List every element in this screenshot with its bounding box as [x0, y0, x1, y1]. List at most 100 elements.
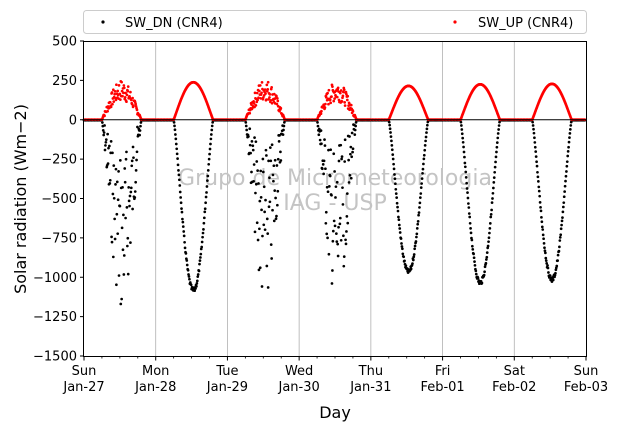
- sw-dn-point: [111, 151, 114, 155]
- sw-dn-point: [209, 133, 213, 136]
- sw-dn-point: [353, 128, 357, 132]
- sw-dn-point: [173, 124, 176, 128]
- gridlines: [155, 41, 515, 356]
- sw-dn-point: [464, 170, 468, 174]
- x-tick-date: Feb-03: [564, 380, 608, 395]
- sw-dn-point: [174, 142, 178, 146]
- sw-dn-point: [541, 228, 545, 231]
- sw-dn-point: [554, 271, 557, 275]
- sw-dn-point: [129, 186, 133, 190]
- sw-dn-point: [111, 192, 115, 196]
- sw-dn-point: [185, 259, 189, 262]
- sw-dn-point: [261, 170, 265, 174]
- sw-dn-point: [207, 157, 211, 161]
- sw-up-point: [134, 102, 138, 106]
- sw-dn-point: [331, 269, 334, 272]
- sw-up-point: [122, 91, 125, 95]
- sw-dn-point: [392, 162, 395, 166]
- sw-dn-point: [276, 203, 279, 207]
- sw-dn-point: [347, 158, 350, 162]
- sw-dn-point: [562, 195, 566, 199]
- sw-dn-point: [247, 135, 250, 138]
- sw-dn-point: [183, 246, 187, 250]
- sw-dn-point: [387, 120, 391, 124]
- sw-dn-point: [101, 121, 104, 124]
- sw-dn-point: [399, 237, 403, 240]
- watermark: Grupo de Micrometeorologia IAG - USP: [178, 166, 492, 216]
- sw-dn-point: [339, 143, 343, 147]
- sw-dn-point: [426, 120, 430, 124]
- sw-dn-point: [459, 120, 463, 124]
- sw-dn-point: [248, 143, 252, 147]
- sw-dn-point: [204, 195, 208, 199]
- sw-dn-point: [391, 153, 395, 156]
- sw-dn-point: [266, 286, 270, 289]
- sw-dn-point: [335, 232, 338, 235]
- sw-dn-point: [420, 182, 423, 185]
- sw-up-point: [125, 93, 129, 97]
- sw-dn-point: [472, 252, 475, 256]
- sw-up-point: [131, 96, 134, 100]
- sw-dn-point: [465, 187, 469, 190]
- legend-marker-sw-dn: [101, 20, 105, 24]
- sw-dn-point: [263, 210, 266, 214]
- sw-up-point: [266, 88, 270, 91]
- sw-dn-point: [209, 142, 212, 146]
- sw-dn-point: [207, 162, 211, 166]
- sw-up-point: [329, 101, 333, 105]
- sw-dn-point: [332, 152, 336, 156]
- sw-up-point: [275, 94, 278, 98]
- sw-dn-point: [103, 148, 107, 152]
- sw-up-point: [328, 98, 332, 102]
- sw-up-point: [260, 91, 263, 95]
- sw-up-point: [112, 100, 116, 104]
- sw-dn-point: [138, 133, 141, 137]
- x-tick-day: Sun: [72, 364, 97, 379]
- sw-dn-point: [391, 157, 395, 161]
- sw-dn-point: [333, 170, 336, 173]
- sw-dn-point: [316, 121, 319, 124]
- sw-dn-point: [540, 215, 543, 219]
- sw-dn-point: [262, 223, 266, 227]
- sw-dn-point: [139, 124, 142, 128]
- sw-dn-point: [484, 261, 488, 265]
- sw-dn-point: [483, 265, 487, 269]
- sw-dn-point: [319, 129, 323, 132]
- sw-dn-point: [268, 176, 271, 180]
- sw-dn-point: [135, 150, 139, 154]
- sw-dn-point: [389, 131, 392, 134]
- x-tick-day: Sat: [504, 364, 525, 379]
- y-axis-label: Solar radiation (Wm−2): [11, 104, 30, 294]
- sw-dn-point: [128, 204, 131, 208]
- sw-dn-point: [112, 164, 116, 167]
- sw-dn-point: [208, 152, 211, 156]
- sw-dn-point: [536, 170, 539, 174]
- sw-dn-point: [497, 128, 500, 131]
- sw-dn-point: [257, 268, 261, 272]
- x-tick-date: Jan-31: [349, 380, 391, 395]
- sw-dn-point: [532, 127, 535, 131]
- sw-up-point: [111, 102, 114, 106]
- sw-up-point: [122, 84, 126, 87]
- sw-dn-point: [173, 128, 177, 132]
- sw-up-point: [268, 93, 272, 96]
- sw-dn-point: [180, 210, 184, 214]
- sw-up-point: [106, 109, 109, 113]
- sw-dn-point: [540, 220, 544, 224]
- sw-dn-point: [275, 214, 278, 218]
- sw-dn-point: [465, 181, 468, 185]
- sw-dn-point: [282, 124, 286, 128]
- x-tick-date: Jan-29: [206, 380, 248, 395]
- sw-dn-point: [133, 196, 137, 199]
- sw-dn-point: [486, 244, 490, 248]
- sw-dn-point: [318, 138, 322, 142]
- sw-up-point: [256, 98, 259, 102]
- sw-dn-point: [114, 167, 118, 171]
- sw-up-point: [114, 98, 118, 102]
- y-tick-label: −1250: [33, 310, 77, 325]
- sw-dn-point: [460, 128, 464, 131]
- sw-dn-point: [349, 145, 353, 149]
- sw-dn-point: [533, 141, 537, 144]
- sw-up-point: [275, 102, 279, 106]
- sw-dn-point: [461, 136, 465, 140]
